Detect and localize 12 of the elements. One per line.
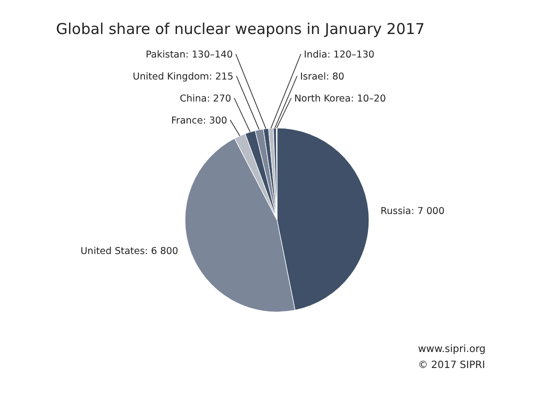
slice-label: France: 300 <box>171 115 228 126</box>
text: © 2017 SIPRI <box>418 360 486 371</box>
slice-label: India: 120–130 <box>304 49 374 60</box>
slice-label: United States: 6 800 <box>80 246 178 257</box>
slice-label: Russia: 7 000 <box>380 206 445 218</box>
slice-label: North Korea: 10–20 <box>294 93 386 104</box>
slice-label: United Kingdom: 215 <box>132 71 234 82</box>
chart-title: Global share of nuclear weapons in January 2017 <box>56 20 425 38</box>
slice-label: Pakistan: 130–140 <box>146 49 233 60</box>
slice-label: Israel: 80 <box>300 71 344 82</box>
text: www.sipri.org <box>418 344 486 355</box>
slice-label: China: 270 <box>180 93 232 104</box>
